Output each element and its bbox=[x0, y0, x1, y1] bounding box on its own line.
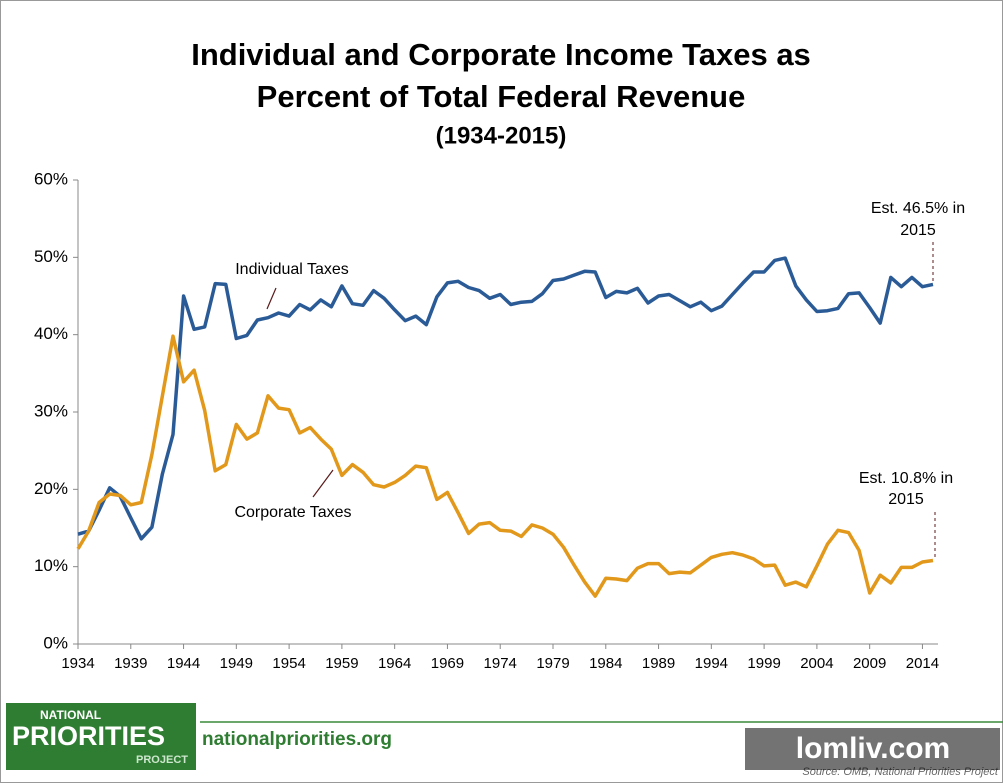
leader-line bbox=[266, 287, 277, 310]
x-tick-label: 2009 bbox=[853, 655, 886, 672]
chart-title: Percent of Total Federal Revenue bbox=[257, 79, 746, 114]
x-tick-label: 1984 bbox=[589, 655, 622, 672]
series-label: Individual Taxes bbox=[235, 261, 349, 278]
y-tick-label: 40% bbox=[34, 324, 68, 343]
x-tick-label: 1979 bbox=[536, 655, 569, 672]
x-tick-label: 1994 bbox=[695, 655, 728, 672]
logo-text: PRIORITIES bbox=[12, 721, 165, 751]
x-tick-label: 2014 bbox=[906, 655, 939, 672]
logo-text: NATIONAL bbox=[40, 708, 101, 722]
website[interactable]: nationalpriorities.org bbox=[202, 729, 392, 750]
annotation: 2015 bbox=[888, 491, 924, 508]
x-tick-label: 1954 bbox=[272, 655, 305, 672]
x-tick-label: 1964 bbox=[378, 655, 411, 672]
leader-line bbox=[312, 469, 334, 498]
watermark-bg bbox=[745, 728, 1000, 770]
x-tick-label: 2004 bbox=[800, 655, 833, 672]
x-tick-label: 1959 bbox=[325, 655, 358, 672]
x-tick-label: 1949 bbox=[220, 655, 253, 672]
logo-text: PROJECT bbox=[136, 754, 188, 766]
series-line bbox=[76, 334, 934, 598]
annotation: Est. 10.8% in bbox=[859, 470, 953, 487]
logo bbox=[6, 703, 196, 770]
y-tick-label: 0% bbox=[43, 633, 68, 652]
y-tick-label: 20% bbox=[34, 479, 68, 498]
annotation: Est. 46.5% in bbox=[871, 200, 965, 217]
y-tick-label: 50% bbox=[34, 247, 68, 266]
series-label: Corporate Taxes bbox=[234, 504, 351, 521]
x-tick-label: 1939 bbox=[114, 655, 147, 672]
chart-subtitle: (1934-2015) bbox=[436, 122, 567, 149]
x-tick-label: 1989 bbox=[642, 655, 675, 672]
x-tick-label: 1944 bbox=[167, 655, 200, 672]
y-tick-label: 30% bbox=[34, 401, 68, 420]
x-tick-label: 1999 bbox=[747, 655, 780, 672]
chart-title: Individual and Corporate Income Taxes as bbox=[191, 37, 811, 72]
x-tick-label: 1934 bbox=[61, 655, 94, 672]
y-tick-label: 60% bbox=[34, 169, 68, 188]
y-tick-label: 10% bbox=[34, 556, 68, 575]
x-tick-label: 1969 bbox=[431, 655, 464, 672]
x-tick-label: 1974 bbox=[484, 655, 517, 672]
annotation: 2015 bbox=[900, 222, 936, 239]
watermark: lomliv.com bbox=[796, 732, 950, 765]
series-line bbox=[77, 256, 934, 541]
